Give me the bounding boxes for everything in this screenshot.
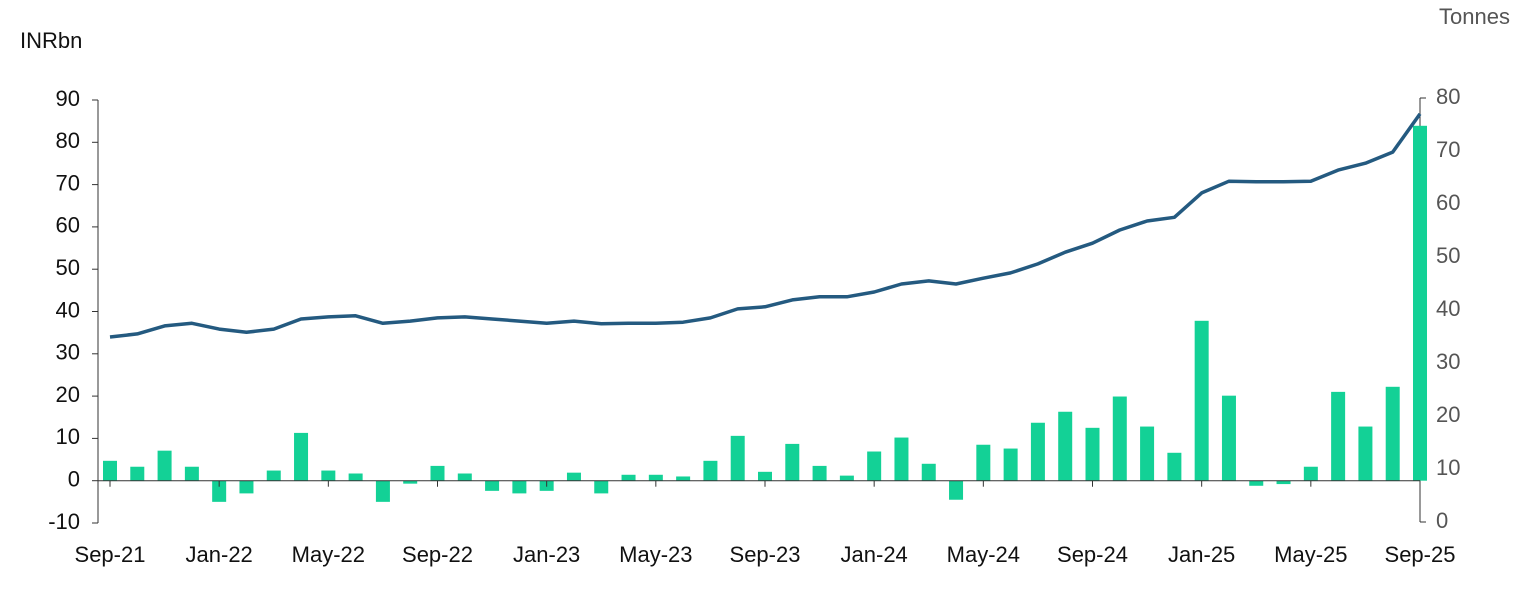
- bar: [485, 480, 500, 491]
- bar: [321, 470, 336, 481]
- bar: [1058, 411, 1073, 481]
- y-tick-label: 30: [56, 340, 80, 365]
- bar: [812, 465, 827, 481]
- bar: [839, 475, 854, 481]
- y-tick-label: 80: [56, 128, 80, 153]
- bar: [949, 480, 964, 500]
- bar: [1030, 422, 1045, 481]
- bar: [867, 451, 882, 481]
- bar: [157, 450, 172, 481]
- bar: [1303, 466, 1318, 481]
- bar: [1003, 448, 1018, 481]
- bar: [130, 466, 145, 481]
- bar: [457, 473, 472, 481]
- bar: [1085, 427, 1100, 481]
- bar: [566, 472, 581, 481]
- bar: [1413, 125, 1427, 481]
- y-tick-label: 40: [56, 297, 80, 322]
- y2-tick-label: 80: [1436, 84, 1460, 109]
- bar: [294, 432, 309, 481]
- y-tick-label: 0: [68, 467, 80, 492]
- x-tick-label: May-24: [947, 542, 1020, 567]
- x-tick-label: Sep-23: [730, 542, 801, 567]
- x-tick-label: Jan-23: [513, 542, 580, 567]
- bar: [348, 473, 363, 481]
- bar: [785, 443, 800, 481]
- x-tick-label: Sep-24: [1057, 542, 1128, 567]
- x-tick-label: Jan-22: [186, 542, 253, 567]
- bar: [1358, 426, 1373, 481]
- y-tick-label: 70: [56, 170, 80, 195]
- bar: [1194, 320, 1209, 481]
- y2-tick-label: 10: [1436, 455, 1460, 480]
- x-tick-label: Sep-25: [1385, 542, 1456, 567]
- bar: [976, 444, 991, 481]
- bar: [730, 435, 745, 481]
- y-tick-label: 90: [56, 86, 80, 111]
- x-tick-label: Sep-21: [75, 542, 146, 567]
- y2-tick-label: 50: [1436, 243, 1460, 268]
- bar: [512, 480, 527, 494]
- bar: [212, 480, 227, 502]
- y2-tick-label: 30: [1436, 349, 1460, 374]
- x-tick-label: May-25: [1274, 542, 1347, 567]
- y-tick-label: 20: [56, 382, 80, 407]
- y-tick-label: 50: [56, 255, 80, 280]
- y-tick-label: -10: [48, 509, 80, 534]
- bar: [648, 474, 663, 481]
- bar: [594, 480, 609, 494]
- bar: [1221, 395, 1236, 481]
- y2-tick-label: 40: [1436, 296, 1460, 321]
- y-tick-label: 10: [56, 424, 80, 449]
- line: [109, 112, 1422, 339]
- bar: [1331, 391, 1346, 481]
- x-tick-label: May-23: [619, 542, 692, 567]
- bar: [266, 470, 281, 481]
- y-axis-label: INRbn: [20, 28, 82, 53]
- bar: [676, 476, 691, 481]
- bar: [1249, 480, 1264, 486]
- y2-tick-label: 20: [1436, 402, 1460, 427]
- bar: [1112, 396, 1127, 481]
- y2-tick-label: 60: [1436, 190, 1460, 215]
- bar: [103, 460, 117, 481]
- bar: [894, 437, 909, 481]
- y2-axis-label: Tonnes: [1439, 4, 1510, 29]
- bar: [184, 466, 199, 481]
- y2-tick-label: 70: [1436, 137, 1460, 162]
- y-tick-label: 60: [56, 213, 80, 238]
- bar: [921, 463, 936, 481]
- x-tick-label: Jan-25: [1168, 542, 1235, 567]
- bar: [239, 480, 254, 494]
- bar: [403, 480, 418, 484]
- bar: [1140, 426, 1155, 481]
- bar: [1276, 480, 1291, 485]
- bar: [430, 465, 445, 481]
- bar: [375, 480, 390, 502]
- bar: [703, 460, 718, 481]
- x-tick-label: Jan-24: [841, 542, 908, 567]
- x-tick-label: Sep-22: [402, 542, 473, 567]
- bar: [758, 471, 772, 481]
- bar: [621, 474, 636, 481]
- bar: [1167, 452, 1182, 481]
- y2-tick-label: 0: [1436, 508, 1448, 533]
- bar: [1385, 386, 1400, 481]
- x-tick-label: May-22: [292, 542, 365, 567]
